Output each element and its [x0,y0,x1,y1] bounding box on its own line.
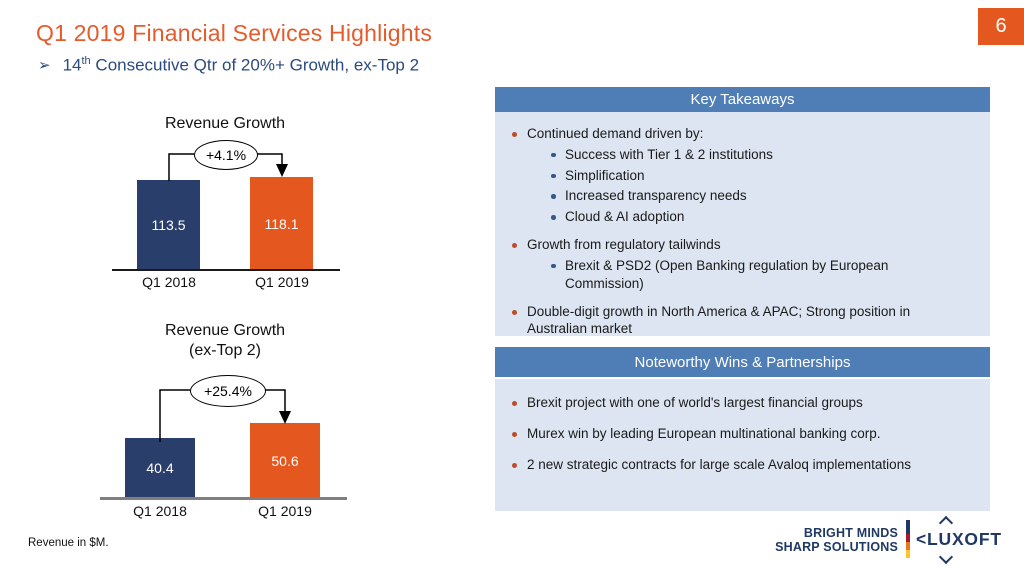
chart-title: Revenue Growth [164,322,286,339]
slide-subtitle: ➢ 14th Consecutive Qtr of 20%+ Growth, ex… [38,55,419,76]
growth-annotation-oval: +25.4% [190,375,266,407]
bullet-item: Brexit & PSD2 (Open Banking regulation b… [549,257,960,293]
logo-stripe-icon [906,520,910,558]
luxoft-wordmark: <LUXOFT [916,529,1002,549]
bullet-item: Simplification [549,167,960,185]
slide-title: Q1 2019 Financial Services Highlights [36,20,433,46]
bullet-item: Murex win by leading European multinatio… [509,425,972,443]
tagline-line1: BRIGHT MINDS [803,526,898,540]
bar-value-label: 50.6 [271,452,299,469]
chevron-up-icon [938,515,954,531]
subtitle-ordinal: th [81,55,91,67]
key-takeaways-header: Key Takeaways [495,87,990,112]
revenue-growth-ex-top2-chart: Revenue Growth (ex-Top 2) 40.4 50.6 +25.4… [95,320,355,535]
bar-q1-2018: 40.4 [125,438,195,498]
bullet-item: Growth from regulatory tailwinds [509,236,972,254]
chart-subtitle: (ex-Top 2) [188,342,262,359]
bullet-item: Continued demand driven by: [509,125,972,143]
category-label: Q1 2019 [258,503,312,519]
noteworthy-wins-header: Noteworthy Wins & Partnerships [495,347,990,377]
chevron-down-icon [938,549,954,565]
tagline-line2: SHARP SOLUTIONS [775,539,898,554]
bullet-item: Increased transparency needs [549,187,960,205]
bullet-item: Cloud & AI adoption [549,208,960,226]
bar-value-label: 118.1 [264,215,299,232]
category-label: Q1 2018 [133,503,187,519]
subtitle-number: 14 [62,55,82,75]
bar-value-label: 113.5 [151,217,186,233]
footnote: Revenue in $M. [28,537,109,549]
x-axis-line [112,269,340,271]
chart-plot-area: 40.4 50.6 [95,320,355,498]
bullet-item: Double-digit growth in North America & A… [509,303,972,339]
bar-q1-2019: 50.6 [250,423,320,498]
category-label: Q1 2018 [142,274,196,290]
stripe-orange [906,542,910,550]
bullet-list: Brexit project with one of world's large… [495,379,990,473]
stripe-blue [906,520,910,534]
page-number-badge: 6 [978,8,1024,45]
category-label: Q1 2019 [255,274,309,290]
revenue-growth-chart: Revenue Growth 113.5 118.1 +4.1% Q1 2018 Q… [95,112,355,312]
noteworthy-wins-panel: Brexit project with one of world's large… [495,379,990,511]
stripe-yellow [906,550,910,558]
bar-q1-2019: 118.1 [250,177,313,270]
arrow-bullet-icon: ➢ [38,56,51,74]
bullet-list: Continued demand driven by: Success with … [495,112,990,338]
bullet-item: Brexit project with one of world's large… [509,394,972,412]
x-axis-line [100,497,347,500]
bullet-item: 2 new strategic contracts for large scal… [509,456,972,474]
growth-annotation-oval: +4.1% [194,140,258,170]
logo-tagline: BRIGHT MINDS SHARP SOLUTIONS [640,526,898,554]
stripe-red [906,534,910,542]
bullet-item: Success with Tier 1 & 2 institutions [549,146,960,164]
chart-plot-area: 113.5 118.1 [95,112,355,270]
bar-value-label: 40.4 [146,460,174,476]
subtitle-text: Consecutive Qtr of 20%+ Growth, ex-Top 2 [90,55,420,75]
chart-title: Revenue Growth [164,115,286,132]
key-takeaways-panel: Continued demand driven by: Success with … [495,112,990,336]
bar-q1-2018: 113.5 [137,180,200,270]
